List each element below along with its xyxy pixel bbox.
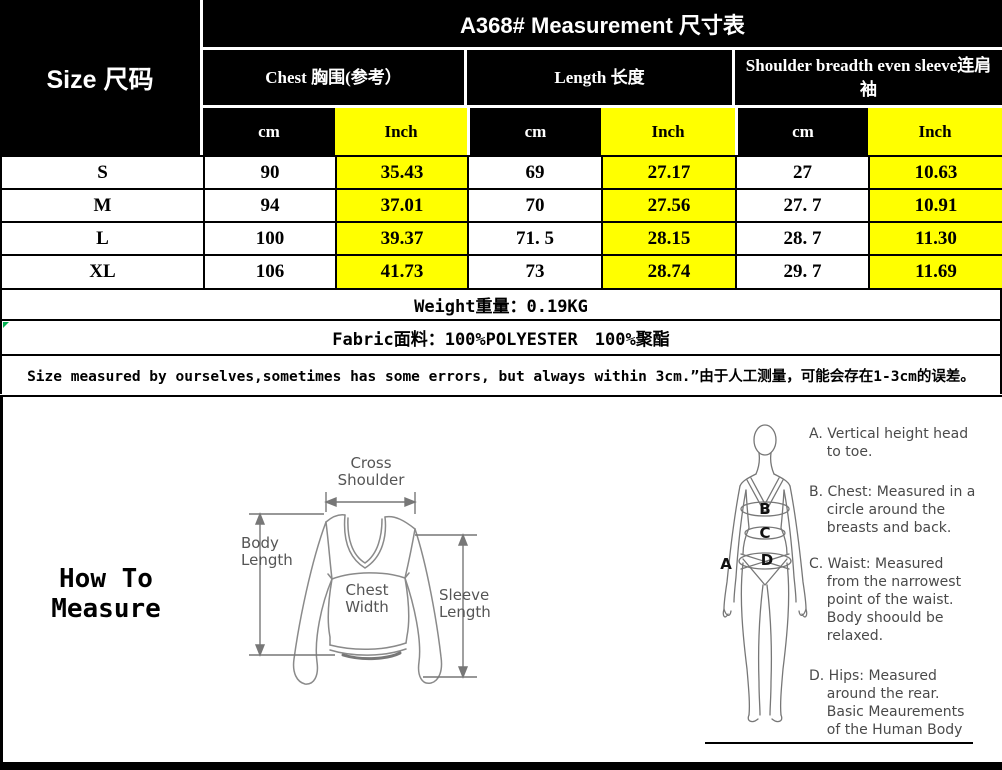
fabric-row: Fabric面料：100%POLYESTER 100%聚酯 <box>0 319 1002 354</box>
shoulder-cm-value: 28. 7 <box>735 221 868 254</box>
length-inch-value: 28.74 <box>601 254 735 288</box>
length-inch-header: Inch <box>601 108 735 155</box>
shoulder-inch-value: 10.91 <box>868 188 1002 221</box>
figure-mark-letters: A B C D <box>720 500 773 573</box>
chest-inch-value: 41.73 <box>335 254 467 288</box>
chest-cm-value: 90 <box>203 155 335 188</box>
guide-item-a: A. Vertical height head to toe. <box>809 426 969 460</box>
guide-underline <box>705 742 973 744</box>
size-label: XL <box>0 254 203 288</box>
chest-inch-value: 35.43 <box>335 155 467 188</box>
figure-mark-d: D <box>761 551 773 569</box>
size-label: M <box>0 188 203 221</box>
measure-guide-list: A. Vertical height head to toe. B. Chest… <box>809 397 1002 757</box>
chest-cm-value: 106 <box>203 254 335 288</box>
body-figure-diagram <box>722 424 808 723</box>
shoulder-group-header: Shoulder breadth even sleeve连肩袖 <box>735 50 1002 108</box>
bottom-border-bar <box>0 762 1002 770</box>
chest-inch-value: 37.01 <box>335 188 467 221</box>
shoulder-cm-value: 27. 7 <box>735 188 868 221</box>
weight-row: Weight重量：0.19KG <box>0 288 1002 319</box>
shoulder-cm-value: 29. 7 <box>735 254 868 288</box>
chest-inch-header: Inch <box>335 108 467 155</box>
size-label: L <box>0 221 203 254</box>
length-inch-value: 28.15 <box>601 221 735 254</box>
length-inch-value: 27.17 <box>601 155 735 188</box>
shoulder-inch-value: 10.63 <box>868 155 1002 188</box>
length-cm-value: 70 <box>467 188 601 221</box>
size-label: S <box>0 155 203 188</box>
shoulder-cm-header: cm <box>735 108 868 155</box>
measurement-table: Size 尺码 A368# Measurement 尺寸表 Chest 胸围(参… <box>0 0 1002 394</box>
guide-item-b: B. Chest: Measured in a circle around th… <box>809 484 976 536</box>
length-cm-value: 73 <box>467 254 601 288</box>
length-cm-value: 69 <box>467 155 601 188</box>
fabric-text: Fabric面料：100%POLYESTER 100%聚酯 <box>332 330 670 350</box>
shoulder-cm-value: 27 <box>735 155 868 188</box>
chest-cm-header: cm <box>203 108 335 155</box>
cell-corner-marker <box>3 322 9 328</box>
sleeve-length-label: Sleeve Length <box>439 586 491 621</box>
garment-arrows <box>249 492 477 679</box>
shoulder-inch-value: 11.69 <box>868 254 1002 288</box>
size-column-header: Size 尺码 <box>0 0 203 155</box>
how-to-measure-section: A B C D How To Measure Cross Shoulder Bo… <box>0 395 1002 762</box>
chest-inch-value: 39.37 <box>335 221 467 254</box>
body-length-label: Body Length <box>241 534 293 569</box>
chest-group-header: Chest 胸围(参考） <box>203 50 467 108</box>
guide-item-c: C. Waist: Measured from the narrowest po… <box>809 556 962 644</box>
chest-width-label: Chest Width <box>345 581 389 616</box>
tolerance-note-row: Size measured by ourselves,sometimes has… <box>0 354 1002 394</box>
length-cm-header: cm <box>467 108 601 155</box>
length-inch-value: 27.56 <box>601 188 735 221</box>
measure-diagrams: A B C D <box>249 424 808 723</box>
length-cm-value: 71. 5 <box>467 221 601 254</box>
chest-cm-value: 94 <box>203 188 335 221</box>
length-group-header: Length 长度 <box>467 50 735 108</box>
figure-mark-b: B <box>759 500 770 518</box>
chest-cm-value: 100 <box>203 221 335 254</box>
figure-mark-a: A <box>720 555 732 573</box>
garment-diagram <box>292 514 443 685</box>
how-to-measure-title: How To Measure <box>51 564 161 624</box>
figure-mark-c: C <box>759 524 770 542</box>
page-title: A368# Measurement 尺寸表 <box>203 0 1002 50</box>
shoulder-inch-value: 11.30 <box>868 221 1002 254</box>
shoulder-inch-header: Inch <box>868 108 1002 155</box>
cross-shoulder-label: Cross Shoulder <box>337 454 405 489</box>
guide-item-d: D. Hips: Measured around the rear. Basic… <box>809 668 965 738</box>
